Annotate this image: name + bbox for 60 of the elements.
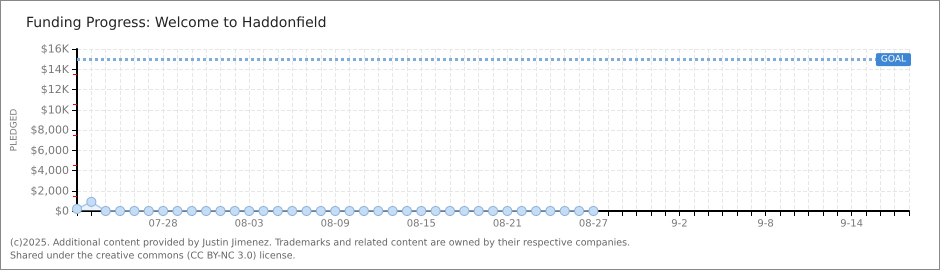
point bbox=[560, 206, 570, 216]
x-tick-label: 08-09 bbox=[320, 218, 350, 230]
point bbox=[545, 206, 556, 216]
x-tick-label: 08-03 bbox=[234, 218, 264, 230]
y-tick-label: $8,000 bbox=[30, 124, 69, 136]
point bbox=[574, 206, 584, 216]
point bbox=[172, 206, 182, 216]
y-tick-label: $16K bbox=[40, 42, 70, 56]
point bbox=[287, 206, 298, 216]
x-tick-label: 08-15 bbox=[406, 218, 436, 230]
x-tick-label: 07-28 bbox=[148, 218, 178, 230]
text: (c)2025. Additional content provided by Justin Jimenez. Trademarks and related content are owned by their respective companies. bbox=[10, 238, 630, 248]
y-tick-label: $4,000 bbox=[30, 164, 69, 177]
point bbox=[186, 206, 197, 216]
y-tick-label: $0 bbox=[55, 204, 69, 218]
y-tick-label: $6,000 bbox=[30, 144, 69, 157]
point bbox=[459, 206, 470, 216]
point bbox=[474, 206, 484, 216]
point bbox=[86, 196, 96, 207]
x-tick-label: 9-8 bbox=[757, 218, 774, 230]
x-tick-label: 9-2 bbox=[671, 218, 688, 230]
y-tick-label: $14K bbox=[40, 62, 70, 76]
x-tick-label: 9-14 bbox=[840, 218, 863, 230]
point bbox=[358, 206, 369, 216]
point bbox=[588, 206, 598, 216]
ref-line-label: GOAL bbox=[880, 54, 906, 65]
point bbox=[158, 206, 168, 216]
y-tick-label: $2,000 bbox=[30, 184, 69, 198]
y-tick-label: $10K bbox=[40, 103, 70, 116]
point bbox=[402, 206, 412, 216]
y-tick-label: $12K bbox=[40, 83, 70, 96]
point bbox=[201, 206, 212, 216]
point bbox=[502, 206, 512, 216]
point bbox=[144, 206, 154, 216]
point bbox=[430, 206, 441, 216]
point bbox=[302, 206, 312, 216]
point bbox=[373, 206, 384, 216]
point bbox=[258, 206, 268, 216]
x-tick-label: 08-21 bbox=[492, 218, 522, 230]
point bbox=[344, 206, 355, 216]
point bbox=[129, 206, 140, 216]
text: Shared under the creative commons (CC BY-NC 3.0) license. bbox=[10, 250, 296, 262]
point bbox=[272, 206, 283, 216]
point bbox=[100, 206, 111, 216]
point bbox=[516, 206, 527, 216]
point bbox=[330, 206, 340, 216]
chart-title: Funding Progress: Welcome to Haddonfield bbox=[26, 15, 326, 31]
point bbox=[531, 206, 542, 216]
point bbox=[388, 206, 398, 216]
point bbox=[72, 204, 82, 214]
point bbox=[230, 206, 240, 216]
x-tick-label: 08-27 bbox=[578, 218, 608, 230]
point bbox=[115, 206, 126, 216]
point bbox=[316, 206, 326, 216]
y-axis-title: PLEDGED bbox=[10, 108, 20, 152]
point bbox=[488, 206, 498, 216]
point bbox=[444, 206, 455, 216]
point bbox=[244, 206, 254, 216]
point bbox=[416, 206, 426, 216]
point bbox=[215, 206, 226, 216]
